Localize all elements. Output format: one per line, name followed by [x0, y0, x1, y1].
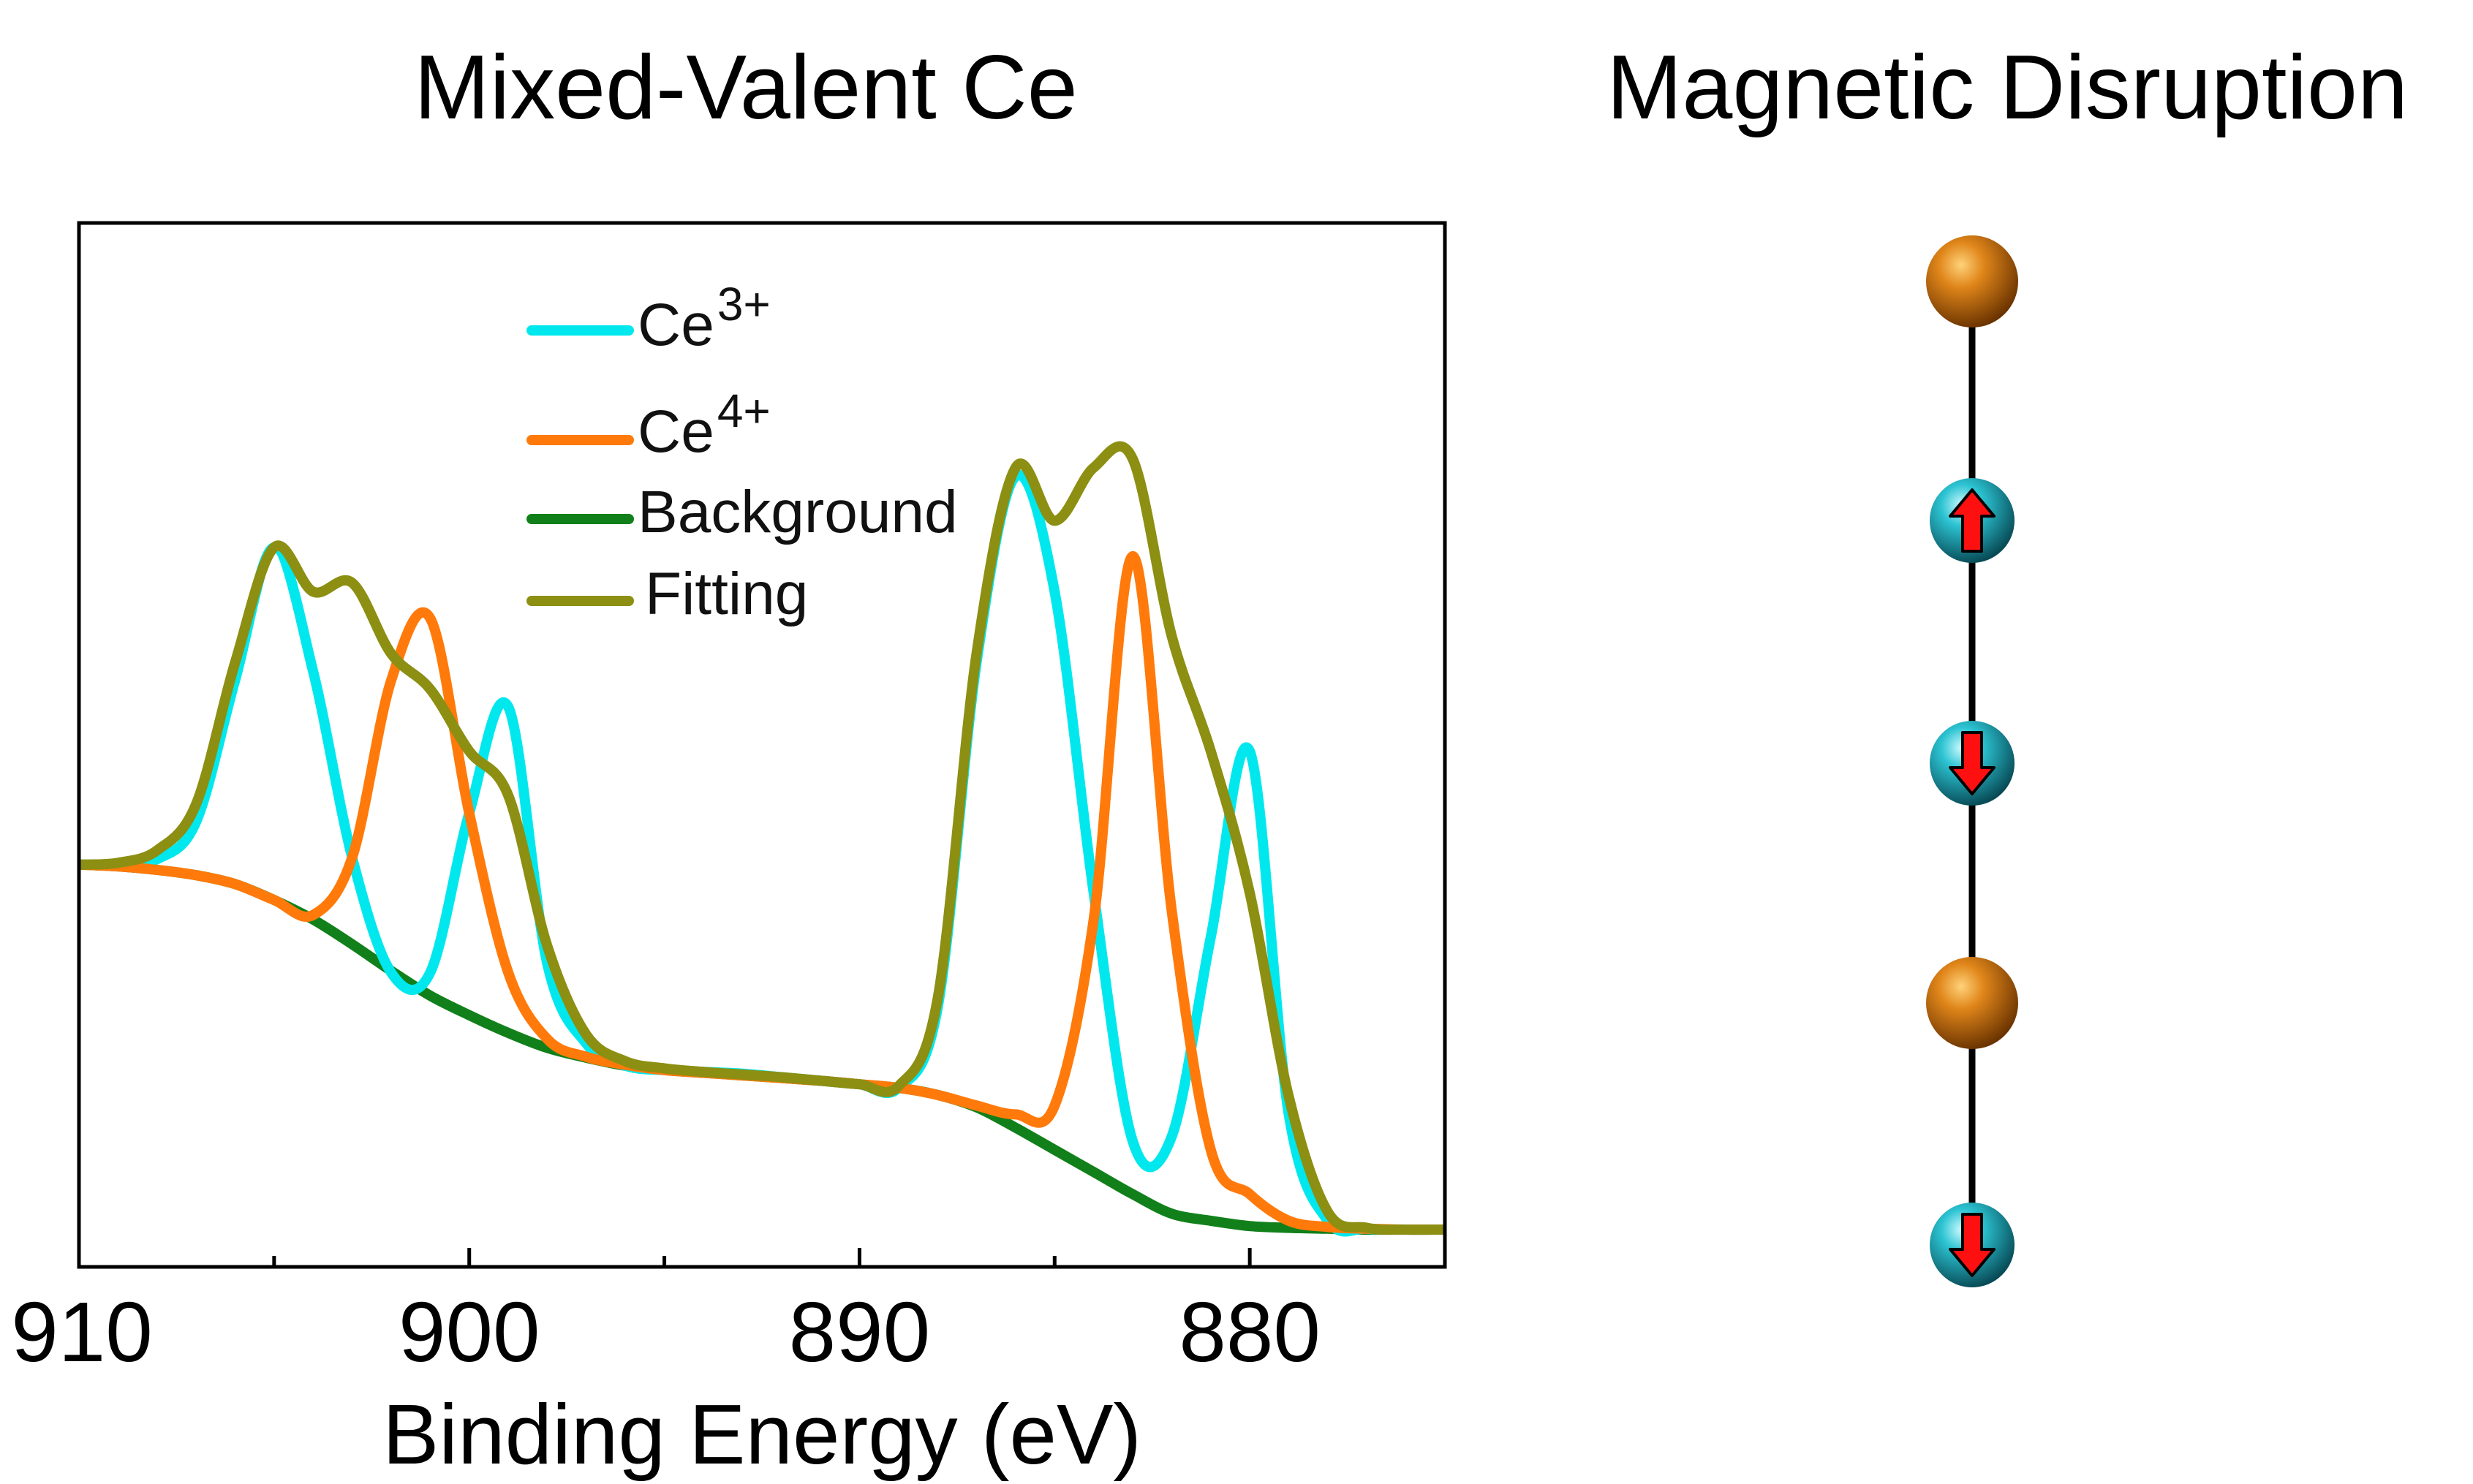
spin-up-arrow-icon: [1949, 488, 1996, 553]
series-line-background: [79, 859, 1445, 1235]
left-title: Mixed-Valent Ce: [414, 37, 1077, 138]
series-line-fitting: [79, 441, 1445, 1235]
legend-label-ce4: Ce4+: [638, 385, 771, 465]
plot-frame: [77, 221, 1447, 1269]
legend-label-background: Background: [638, 479, 958, 545]
x-tick-label: 900: [399, 1284, 540, 1379]
legend-label-fitting: Fitting: [645, 561, 808, 627]
x-tick-label: 910: [11, 1284, 153, 1379]
x-axis-ticks: 910 900 890 880: [11, 1248, 1321, 1379]
spin-down-arrow-icon: [1949, 1213, 1996, 1277]
ce-atom-sphere: [1926, 235, 2018, 328]
right-title: Magnetic Disruption: [1606, 37, 2408, 138]
spin-down-arrow-icon: [1949, 731, 1996, 795]
xps-chart: 910 900 890 880 Binding Energy (eV) Ce3+ Ce…: [11, 221, 1447, 1482]
x-axis-label: Binding Energy (eV): [382, 1387, 1141, 1482]
x-tick-label: 890: [789, 1284, 931, 1379]
ce-atom-sphere: [1926, 957, 2018, 1049]
series-line-ce4: [79, 550, 1445, 1235]
x-tick-label: 880: [1179, 1284, 1321, 1379]
chart-curves: [79, 441, 1445, 1237]
magnetic-chain: [1926, 235, 2018, 1287]
legend: Ce3+ Ce4+ Background Fitting: [526, 278, 958, 627]
legend-label-ce3: Ce3+: [638, 278, 771, 358]
